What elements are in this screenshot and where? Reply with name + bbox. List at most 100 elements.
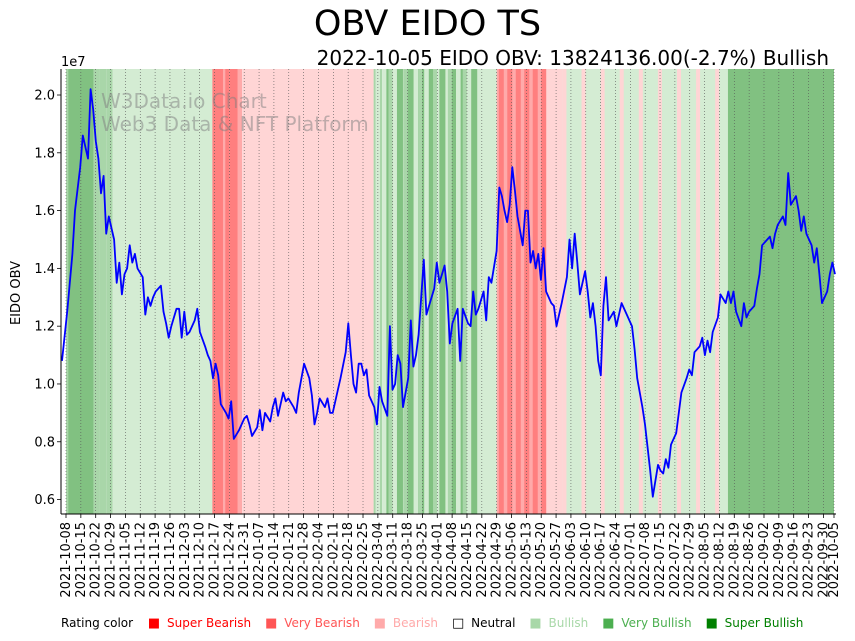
x-tick-label: 2021-12-24 <box>222 522 237 598</box>
x-tick-label: 2022-03-11 <box>386 522 401 598</box>
rating-band-stripe <box>541 69 547 514</box>
x-tick-label: 2022-07-22 <box>668 522 683 598</box>
rating-band-bullish <box>379 69 383 514</box>
x-tick-label: 2022-02-04 <box>311 522 326 598</box>
x-tick-label: 2021-10-22 <box>89 522 104 598</box>
legend-item: ■ Super Bearish <box>147 616 254 631</box>
x-tick-label: 2022-09-23 <box>802 522 817 598</box>
x-tick-label: 2021-10-08 <box>59 522 74 598</box>
rating-band-stripe <box>447 69 452 514</box>
x-tick-label: 2022-04-15 <box>460 522 475 598</box>
legend-item-label: Very Bullish <box>617 616 692 630</box>
rating-band-very_bearish <box>229 69 238 514</box>
rating-band-stripe <box>524 69 530 514</box>
legend-item-label: Super Bullish <box>720 616 804 630</box>
x-tick-label: 2022-01-07 <box>252 522 267 598</box>
rating-band-stripe <box>396 69 403 514</box>
rating-band-bullish <box>93 69 100 514</box>
legend-item-label: Bearish <box>389 616 439 630</box>
y-tick-label: 0.8 <box>34 435 55 450</box>
x-tick-label: 2021-12-17 <box>208 522 223 598</box>
legend-label: Rating color <box>61 616 134 630</box>
x-tick-label: 2022-04-22 <box>475 522 490 598</box>
x-tick-label: 2022-08-19 <box>727 522 742 598</box>
rating-band-stripe <box>418 69 423 514</box>
legend-item: ■ Bullish <box>529 616 591 631</box>
legend-item: ■ Very Bullish <box>602 616 694 631</box>
y-tick-label: 1.4 <box>34 262 55 277</box>
legend-swatch: ■ <box>529 616 542 631</box>
y-tick-label: 1.0 <box>34 377 55 392</box>
rating-band-stripe <box>696 69 701 514</box>
x-tick-label: 2021-11-26 <box>163 522 178 598</box>
x-tick-label: 2022-09-09 <box>772 522 787 598</box>
chart-title: OBV EIDO TS <box>313 4 542 44</box>
watermark: W3Data.io Chart Web3 Data & NFT Platform <box>101 89 369 136</box>
x-tick-label: 2022-03-04 <box>371 522 386 598</box>
rating-band-stripe <box>581 69 586 514</box>
legend-swatch: ■ <box>147 616 161 631</box>
rating-band-stripe <box>677 69 682 514</box>
rating-band-light_bullish <box>382 69 387 514</box>
x-tick-label: 2022-04-29 <box>490 522 505 598</box>
x-tick-label: 2021-11-19 <box>148 522 163 598</box>
y-tick-label: 0.6 <box>34 493 55 508</box>
rating-band-stripe <box>388 69 393 514</box>
rating-band-stripe <box>450 69 456 514</box>
y-tick-label: 1.6 <box>34 204 55 219</box>
x-tick-label: 2022-01-28 <box>297 522 312 598</box>
x-tick-label: 2021-10-15 <box>74 522 89 598</box>
x-tick-label: 2022-01-14 <box>267 522 282 598</box>
x-tick-label: 2022-05-13 <box>519 522 534 598</box>
legend-item: ■ Very Bearish <box>265 616 363 631</box>
x-tick-label: 2022-08-05 <box>698 522 713 598</box>
rating-band-stripe <box>471 69 478 514</box>
legend-item: ■ Super Bullish <box>706 616 807 631</box>
rating-band-stripe <box>439 69 446 514</box>
rating-legend: Rating color ■ Super Bearish ■ Very Beari… <box>61 616 812 631</box>
x-tick-label: 2022-09-02 <box>757 522 772 598</box>
rating-band-light_bullish <box>475 69 497 514</box>
legend-item-label: Bullish <box>544 616 589 630</box>
rating-band-bullish <box>106 69 113 514</box>
rating-band-stripe <box>433 69 438 514</box>
rating-band-stripe <box>532 69 538 514</box>
x-tick-label: 2022-06-10 <box>579 522 594 598</box>
x-tick-label: 2022-06-24 <box>608 522 623 598</box>
watermark-line-2: Web3 Data & NFT Platform <box>101 112 369 136</box>
x-tick-label: 2022-08-12 <box>712 522 727 598</box>
axes <box>60 69 836 515</box>
x-tick-label: 2022-03-25 <box>415 522 430 598</box>
rating-band-stripe <box>507 69 513 514</box>
x-tick-label: 2022-07-08 <box>638 522 653 598</box>
x-tick-label: 2022-05-27 <box>549 522 564 598</box>
x-tick-label: 2022-09-30 <box>816 522 831 598</box>
rating-band-light_bullish <box>112 69 213 514</box>
y-tick-label: 1.8 <box>34 146 55 161</box>
x-tick-label: 2022-08-26 <box>742 522 757 598</box>
y-axis-multiplier: 1e7 <box>61 55 86 70</box>
y-tick-label: 2.0 <box>34 89 55 104</box>
watermark-line-1: W3Data.io Chart <box>101 89 267 113</box>
legend-swatch: ■ <box>602 616 615 631</box>
x-tick-label: 2022-02-11 <box>326 522 341 598</box>
x-tick-label: 2022-07-15 <box>653 522 668 598</box>
y-axis-label: EIDO OBV <box>9 261 24 325</box>
x-tick-label: 2022-01-21 <box>282 522 297 598</box>
x-tick-label: 2021-11-05 <box>118 522 133 598</box>
x-tick-label: 2021-12-10 <box>193 522 208 598</box>
x-axis-ticks: 2021-10-08 2021-10-15 2021-10-22 2021-10-29… <box>59 514 842 598</box>
rating-band-light_bearish <box>242 69 374 514</box>
rating-band-bullish <box>373 69 376 514</box>
rating-band-bullish <box>99 69 107 514</box>
rating-band-bullish <box>66 69 69 514</box>
rating-band-stripe <box>462 69 467 514</box>
legend-item-label: Very Bearish <box>280 616 360 630</box>
y-axis-ticks: 0.6 0.8 1.0 1.2 1.4 1.6 1.8 2.0 <box>34 89 61 508</box>
rating-band-stripe <box>428 69 435 514</box>
rating-band-light_bearish <box>543 69 563 514</box>
x-tick-label: 2022-02-18 <box>341 522 356 598</box>
rating-band-stripe <box>403 69 408 514</box>
rating-band-stripe <box>407 69 414 514</box>
